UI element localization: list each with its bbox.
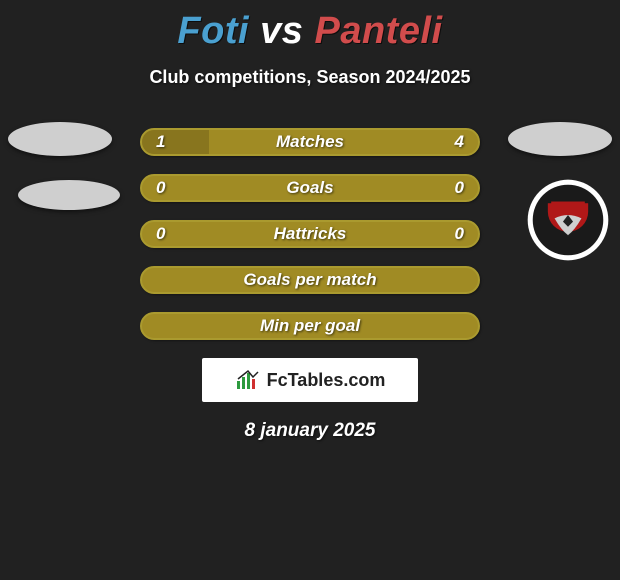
badge-left-2 [18,180,120,210]
chart-icon [235,369,261,391]
player2-name: Panteli [314,10,442,52]
stat-label: Goals per match [142,268,478,292]
stat-bar: Min per goal [140,312,480,340]
stat-label: Matches [142,130,478,154]
crest-right-2 [526,178,610,262]
badge-right-1 [508,122,612,156]
snapshot-date: 8 january 2025 [0,420,620,442]
title-vs: vs [260,10,303,52]
stat-label: Min per goal [142,314,478,338]
stat-bar: 00Goals [140,174,480,202]
comparison-title: Foti vs Panteli [0,0,620,53]
watermark: FcTables.com [202,358,418,402]
club-crest-icon [526,178,610,262]
subtitle: Club competitions, Season 2024/2025 [0,67,620,88]
stats-area: 14Matches 00Goals 00Hattricks Goals per mat… [0,128,620,340]
stat-bars: 14Matches 00Goals 00Hattricks Goals per mat… [140,128,480,340]
stat-bar: Goals per match [140,266,480,294]
stat-label: Hattricks [142,222,478,246]
stat-bar: 14Matches [140,128,480,156]
stat-bar: 00Hattricks [140,220,480,248]
player1-name: Foti [177,10,249,52]
watermark-text: FcTables.com [267,370,386,391]
stat-label: Goals [142,176,478,200]
badge-left-1 [8,122,112,156]
